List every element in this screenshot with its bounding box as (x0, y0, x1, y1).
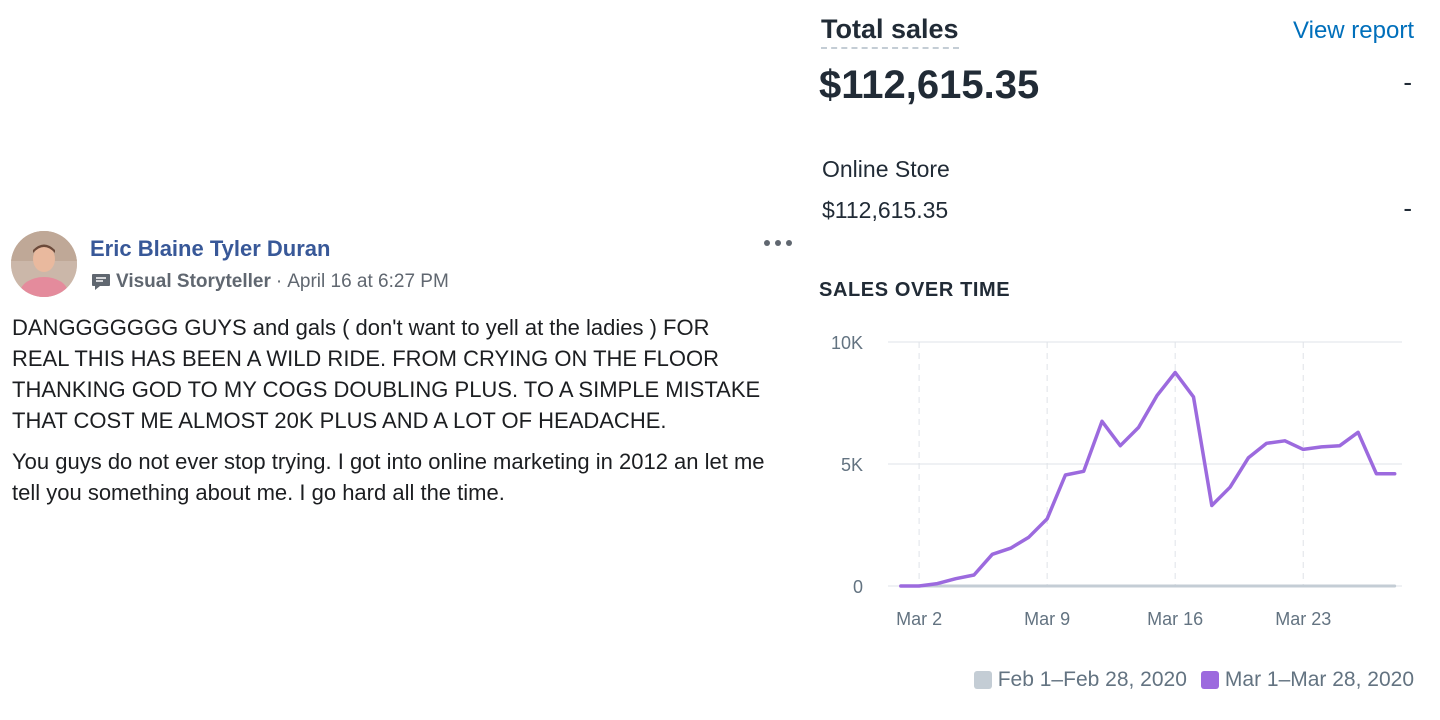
meta-separator: · (275, 271, 283, 292)
x-tick-label: Mar 16 (1147, 609, 1203, 629)
chart-canvas: 0 5K 10K Mar 2 Mar 9 Mar 16 Mar 23 (831, 333, 1402, 629)
post-paragraph: DANGGGGGGG GUYS and gals ( don't want to… (12, 315, 761, 433)
more-options-icon[interactable] (760, 232, 796, 254)
total-sales-value: $112,615.35 (819, 63, 1040, 107)
speech-bubble-icon (92, 274, 110, 290)
total-sales-title[interactable]: Total sales (821, 14, 959, 49)
y-tick-label: 10K (831, 333, 863, 353)
post-body: DANGGGGGGG GUYS and gals ( don't want to… (12, 312, 772, 518)
author-name[interactable]: Eric Blaine Tyler Duran (90, 236, 331, 261)
series-line-current (899, 370, 1397, 588)
total-sales-change: - (1403, 67, 1412, 97)
y-tick-label: 0 (853, 577, 863, 597)
legend-item-previous[interactable]: Feb 1–Feb 28, 2020 (973, 668, 1187, 692)
x-tick-label: Mar 23 (1275, 609, 1331, 629)
channel-change: - (1403, 193, 1412, 223)
post-paragraph: You guys do not ever stop trying. I got … (12, 449, 765, 505)
x-tick-label: Mar 9 (1024, 609, 1070, 629)
facebook-post: Eric Blaine Tyler Duran Visual Storytell… (0, 220, 800, 560)
chart-heading: SALES OVER TIME (819, 279, 1011, 301)
legend-label-current: Mar 1–Mar 28, 2020 (1224, 668, 1414, 691)
author-avatar[interactable] (11, 231, 77, 297)
author-role[interactable]: Visual Storyteller (116, 271, 271, 292)
post-timestamp[interactable]: April 16 at 6:27 PM (287, 271, 449, 292)
legend-item-current[interactable]: Mar 1–Mar 28, 2020 (1200, 668, 1414, 692)
legend-label-previous: Feb 1–Feb 28, 2020 (997, 668, 1187, 691)
channel-value: $112,615.35 (822, 197, 949, 223)
legend-swatch-current (1200, 671, 1219, 689)
x-tick-label: Mar 2 (896, 609, 942, 629)
chart-legend: Feb 1–Feb 28, 2020 Mar 1–Mar 28, 2020 (960, 668, 1414, 692)
view-report-link[interactable]: View report (1293, 17, 1414, 44)
y-tick-label: 5K (841, 455, 863, 475)
channel-name: Online Store (822, 156, 950, 182)
post-meta: Visual Storyteller · April 16 at 6:27 PM (90, 269, 449, 295)
legend-swatch-previous (973, 671, 992, 689)
sales-over-time-chart: 0 5K 10K Mar 2 Mar 9 Mar 16 Mar 23 (820, 325, 1420, 635)
